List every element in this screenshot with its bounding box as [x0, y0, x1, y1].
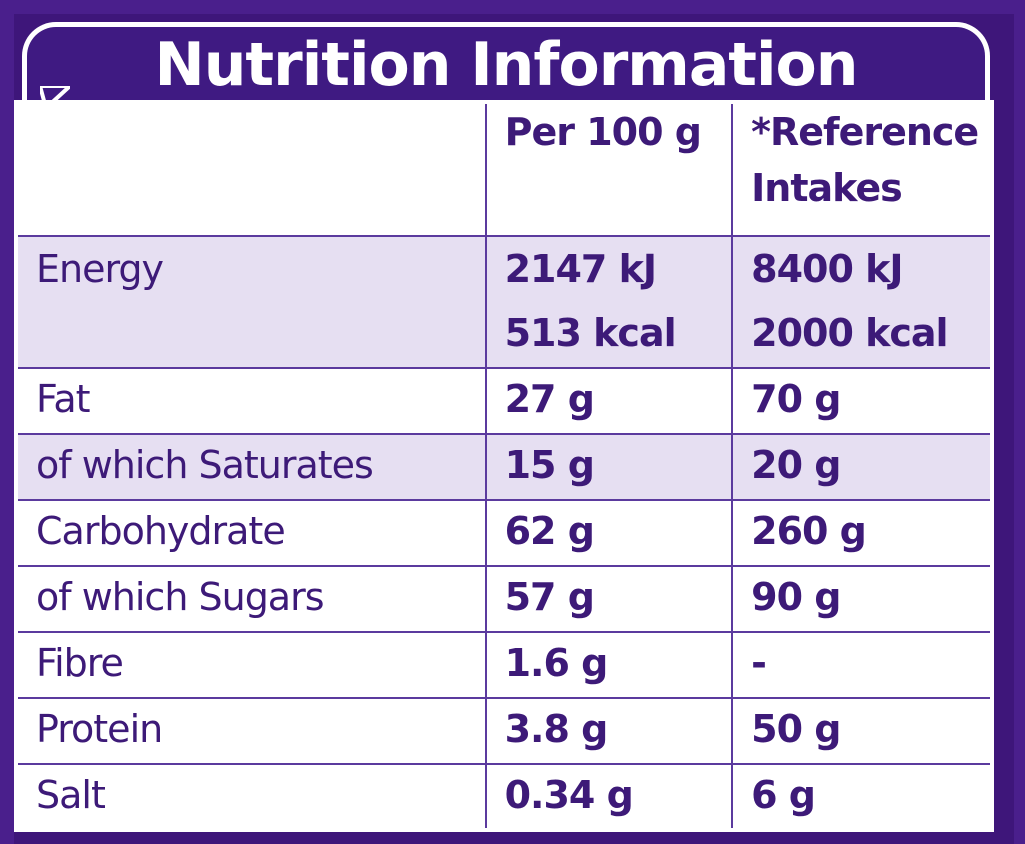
nutrition-header: Nutrition Information	[22, 22, 990, 100]
energy-per100-kcal: 513 kcal	[504, 311, 677, 355]
table-row: of which Sugars 57 g 90 g	[15, 565, 993, 633]
row-reference: 260 g	[731, 499, 993, 567]
row-label: of which Saturates	[15, 433, 487, 501]
row-label: Carbohydrate	[15, 499, 487, 567]
table-header-row: Per 100 g *Reference Intakes	[15, 101, 993, 237]
header-reference-intakes: *Reference Intakes	[731, 101, 993, 237]
table-row: Carbohydrate 62 g 260 g	[15, 499, 993, 567]
table-row: Fibre 1.6 g -	[15, 631, 993, 699]
row-label: Protein	[15, 697, 487, 765]
row-label: Fibre	[15, 631, 487, 699]
header-reference-line2: Intakes	[751, 166, 903, 210]
row-per100: 3.8 g	[484, 697, 734, 765]
energy-label: Energy	[15, 235, 487, 369]
row-reference: 50 g	[731, 697, 993, 765]
row-per100: 57 g	[484, 565, 734, 633]
table-row: Fat 27 g 70 g	[15, 367, 993, 435]
energy-ref-kj: 8400 kJ	[751, 247, 903, 291]
table-row: of which Saturates 15 g 20 g	[15, 433, 993, 501]
header-empty-cell	[15, 101, 487, 237]
header-per100: Per 100 g	[484, 101, 734, 237]
row-per100: 15 g	[484, 433, 734, 501]
energy-ref-kcal: 2000 kcal	[751, 311, 948, 355]
energy-per100: 2147 kJ 513 kcal	[484, 235, 734, 369]
row-reference: 20 g	[731, 433, 993, 501]
header-reference-line1: *Reference	[751, 110, 979, 154]
row-per100: 27 g	[484, 367, 734, 435]
row-reference: 6 g	[731, 763, 993, 831]
page-title: Nutrition Information	[154, 30, 859, 100]
row-label: of which Sugars	[15, 565, 487, 633]
row-label: Salt	[15, 763, 487, 831]
table-row: Salt 0.34 g 6 g	[15, 763, 993, 831]
row-per100: 62 g	[484, 499, 734, 567]
table-row: Protein 3.8 g 50 g	[15, 697, 993, 765]
row-reference: 90 g	[731, 565, 993, 633]
row-reference: 70 g	[731, 367, 993, 435]
row-per100: 1.6 g	[484, 631, 734, 699]
table-row-energy: Energy 2147 kJ 513 kcal 8400 kJ 2000 kca…	[15, 235, 993, 369]
row-per100: 0.34 g	[484, 763, 734, 831]
row-reference: -	[731, 631, 993, 699]
energy-reference: 8400 kJ 2000 kcal	[731, 235, 993, 369]
nutrition-table: Per 100 g *Reference Intakes Energy 2147…	[14, 100, 994, 832]
energy-per100-kj: 2147 kJ	[504, 247, 657, 291]
row-label: Fat	[15, 367, 487, 435]
